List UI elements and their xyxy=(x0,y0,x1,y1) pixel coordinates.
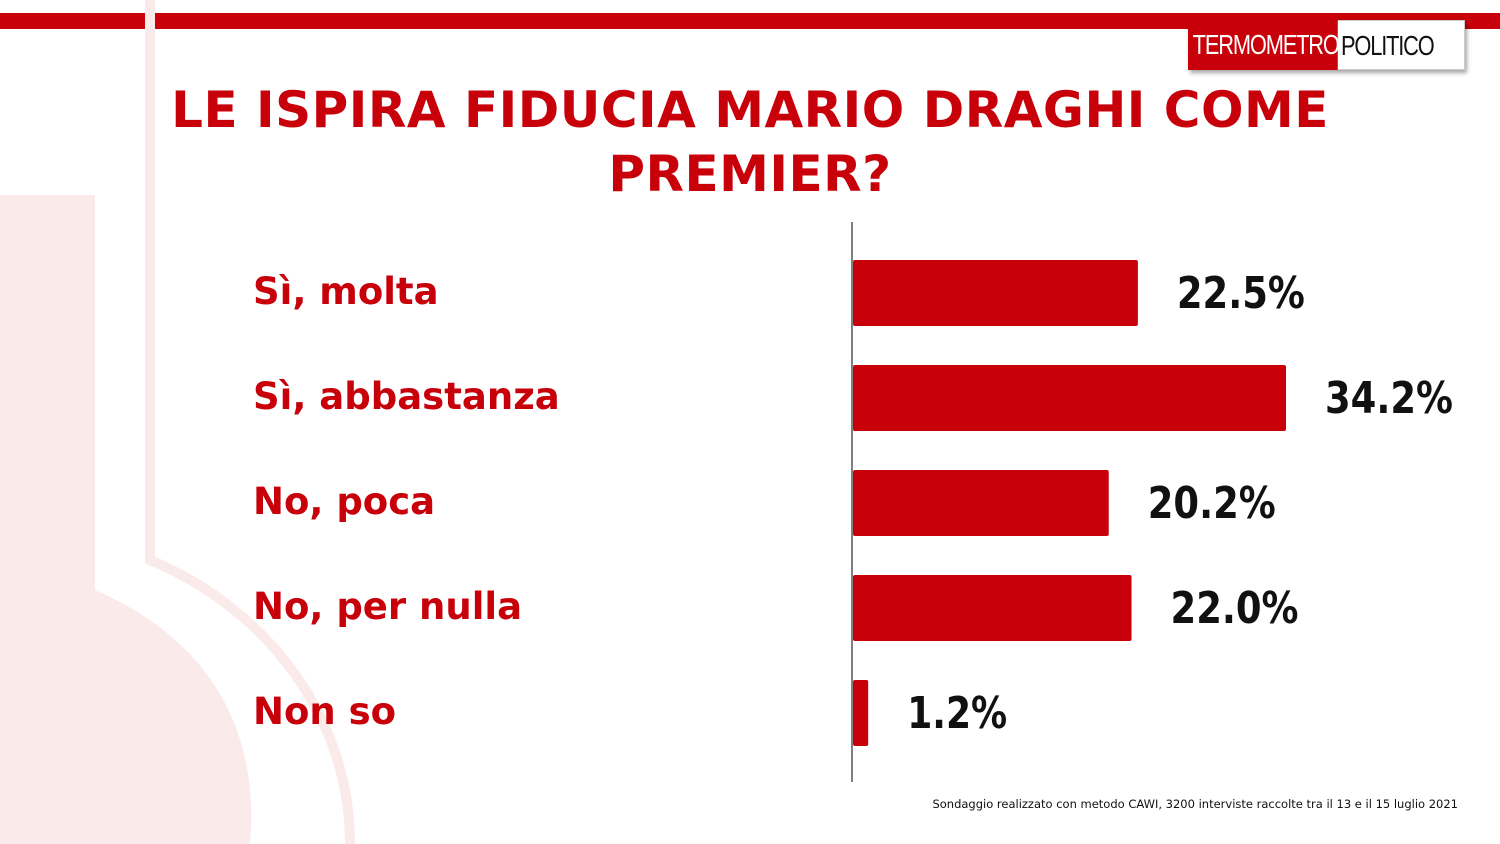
logo-right-box: POLITICO xyxy=(1336,20,1465,70)
thermometer-stem-shape xyxy=(0,195,252,844)
logo-right-text: POLITICO xyxy=(1341,30,1435,61)
thermometer-bulb-outline xyxy=(145,0,355,844)
value-label: 22.5% xyxy=(1177,268,1305,319)
bar xyxy=(853,470,1109,536)
bar xyxy=(853,365,1286,431)
value-label: 22.0% xyxy=(1171,583,1299,634)
value-label: 1.2% xyxy=(907,688,1007,739)
termometro-politico-logo: TERMOMETRO POLITICO xyxy=(1188,20,1465,70)
bar xyxy=(853,680,869,746)
logo-left-text: TERMOMETRO xyxy=(1188,20,1340,70)
thermometer-watermark xyxy=(0,0,355,844)
survey-footnote: Sondaggio realizzato con metodo CAWI, 32… xyxy=(932,797,1458,811)
bar xyxy=(853,575,1132,641)
category-label: No, per nulla xyxy=(253,585,522,628)
value-label: 34.2% xyxy=(1325,373,1453,424)
category-label: Sì, abbastanza xyxy=(253,375,560,418)
bar xyxy=(853,260,1138,326)
value-label: 20.2% xyxy=(1148,478,1276,529)
chart-title: LE ISPIRA FIDUCIA MARIO DRAGHI COME PREM… xyxy=(171,81,1329,203)
top-accent-bar xyxy=(0,13,1500,29)
category-label: No, poca xyxy=(253,480,435,523)
category-label: Non so xyxy=(253,690,396,733)
category-label: Sì, molta xyxy=(253,270,439,313)
